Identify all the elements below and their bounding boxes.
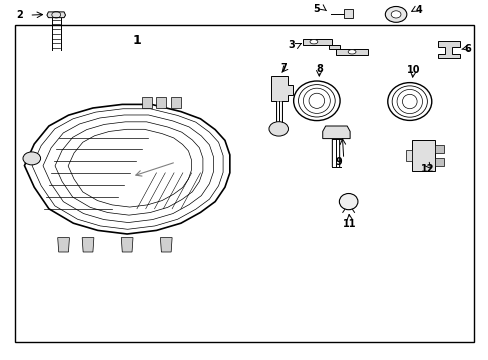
Polygon shape <box>156 97 166 108</box>
Text: 7: 7 <box>280 63 286 73</box>
Polygon shape <box>336 49 367 55</box>
Polygon shape <box>121 238 133 252</box>
Polygon shape <box>271 76 293 101</box>
Text: 1: 1 <box>132 34 141 47</box>
Text: 11: 11 <box>342 219 356 229</box>
Ellipse shape <box>387 83 431 121</box>
Ellipse shape <box>309 40 317 44</box>
Ellipse shape <box>391 86 427 117</box>
Circle shape <box>268 122 288 136</box>
Polygon shape <box>303 39 331 45</box>
Ellipse shape <box>339 194 357 210</box>
Text: 2: 2 <box>16 10 23 20</box>
Ellipse shape <box>396 90 422 114</box>
Polygon shape <box>160 238 172 252</box>
Text: 5: 5 <box>313 4 320 14</box>
Ellipse shape <box>303 88 330 113</box>
Ellipse shape <box>347 50 355 54</box>
Polygon shape <box>437 41 459 58</box>
Text: 6: 6 <box>463 44 470 54</box>
Polygon shape <box>58 238 69 252</box>
Text: 12: 12 <box>420 164 434 174</box>
Ellipse shape <box>298 85 334 117</box>
Ellipse shape <box>308 93 324 108</box>
Text: 3: 3 <box>287 40 294 50</box>
Polygon shape <box>171 97 181 108</box>
Polygon shape <box>411 140 434 171</box>
Text: 4: 4 <box>414 5 421 15</box>
Circle shape <box>23 152 41 165</box>
Text: 9: 9 <box>335 157 342 167</box>
Circle shape <box>390 11 400 18</box>
Polygon shape <box>405 150 411 161</box>
Polygon shape <box>142 97 151 108</box>
Polygon shape <box>328 45 339 49</box>
Polygon shape <box>322 126 349 139</box>
Text: 10: 10 <box>406 65 419 75</box>
Polygon shape <box>24 104 229 234</box>
Text: 8: 8 <box>315 64 322 74</box>
Ellipse shape <box>402 94 416 109</box>
Polygon shape <box>434 145 443 153</box>
Polygon shape <box>82 238 94 252</box>
Polygon shape <box>47 12 65 18</box>
Polygon shape <box>434 158 443 166</box>
Ellipse shape <box>293 81 340 121</box>
Polygon shape <box>344 9 352 18</box>
Circle shape <box>385 6 406 22</box>
